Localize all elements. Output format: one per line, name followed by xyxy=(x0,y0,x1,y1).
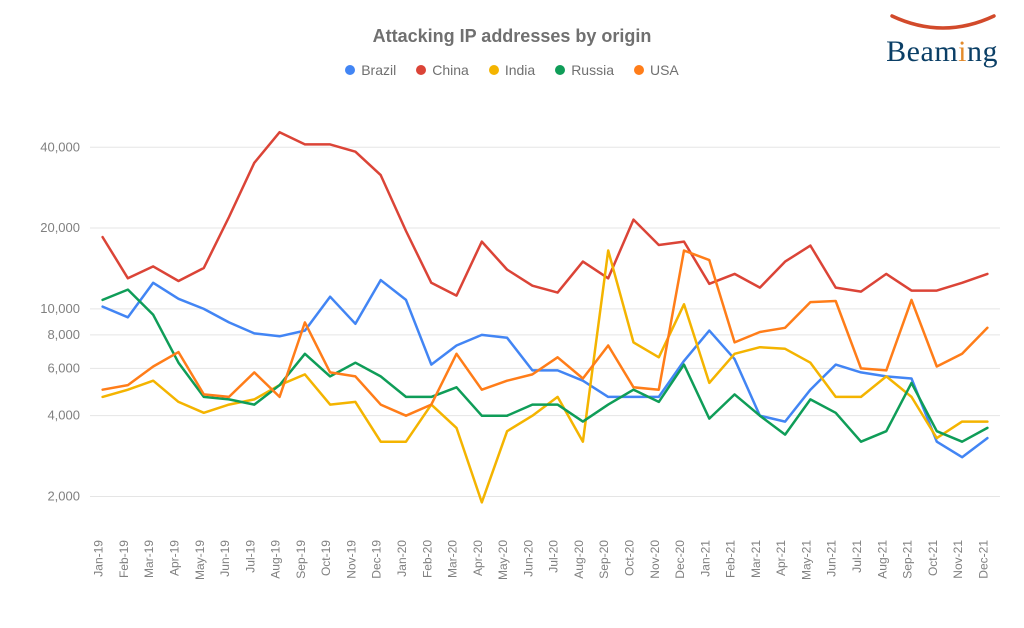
y-tick-label: 20,000 xyxy=(40,220,80,235)
x-tick-label: Jan-20 xyxy=(395,540,409,577)
y-tick-label: 4,000 xyxy=(47,408,80,423)
x-tick-label: Jul-20 xyxy=(547,540,561,573)
x-tick-label: Aug-20 xyxy=(572,540,586,579)
x-tick-label: Oct-21 xyxy=(926,540,940,576)
x-tick-label: Feb-20 xyxy=(420,540,434,578)
series-line-china xyxy=(103,132,988,295)
x-tick-label: Sep-19 xyxy=(294,540,308,579)
x-tick-label: Apr-20 xyxy=(471,540,485,576)
y-tick-label: 6,000 xyxy=(47,360,80,375)
x-tick-label: Jun-21 xyxy=(825,540,839,577)
x-tick-label: Dec-21 xyxy=(976,540,990,579)
x-tick-label: Jul-21 xyxy=(850,540,864,573)
x-tick-label: Mar-19 xyxy=(142,540,156,578)
line-chart: 2,000 4,000 6,000 8,000 10,000 20,000 40,000 Ja… xyxy=(0,0,1024,628)
x-tick-label: Nov-20 xyxy=(648,540,662,579)
x-tick-label: Apr-19 xyxy=(167,540,181,576)
x-tick-label: Oct-19 xyxy=(319,540,333,576)
x-tick-label: May-20 xyxy=(496,540,510,580)
x-tick-label: Sep-20 xyxy=(597,540,611,579)
x-tick-label: Jul-19 xyxy=(243,540,257,573)
y-tick-label: 8,000 xyxy=(47,327,80,342)
x-tick-label: Oct-20 xyxy=(622,540,636,576)
x-tick-label: Mar-21 xyxy=(749,540,763,578)
x-tick-label: Jan-21 xyxy=(698,540,712,577)
x-tick-label: Mar-20 xyxy=(446,540,460,578)
y-tick-label: 10,000 xyxy=(40,301,80,316)
x-tick-label: Apr-21 xyxy=(774,540,788,576)
x-tick-label: Dec-20 xyxy=(673,540,687,579)
x-tick-label: May-21 xyxy=(799,540,813,580)
x-tick-label: Sep-21 xyxy=(901,540,915,579)
x-tick-label: Nov-21 xyxy=(951,540,965,579)
x-tick-label: Feb-21 xyxy=(724,540,738,578)
x-tick-label: Nov-19 xyxy=(344,540,358,579)
x-tick-label: Jun-19 xyxy=(218,540,232,577)
x-tick-label: Dec-19 xyxy=(370,540,384,579)
y-tick-label: 40,000 xyxy=(40,139,80,154)
x-tick-label: Feb-19 xyxy=(117,540,131,578)
series-line-usa xyxy=(103,251,988,416)
x-tick-label: Jan-19 xyxy=(92,540,106,577)
y-tick-label: 2,000 xyxy=(47,488,80,503)
x-tick-label: May-19 xyxy=(193,540,207,580)
x-tick-label: Aug-21 xyxy=(875,540,889,579)
x-tick-label: Aug-19 xyxy=(269,540,283,579)
x-tick-label: Jun-20 xyxy=(521,540,535,577)
